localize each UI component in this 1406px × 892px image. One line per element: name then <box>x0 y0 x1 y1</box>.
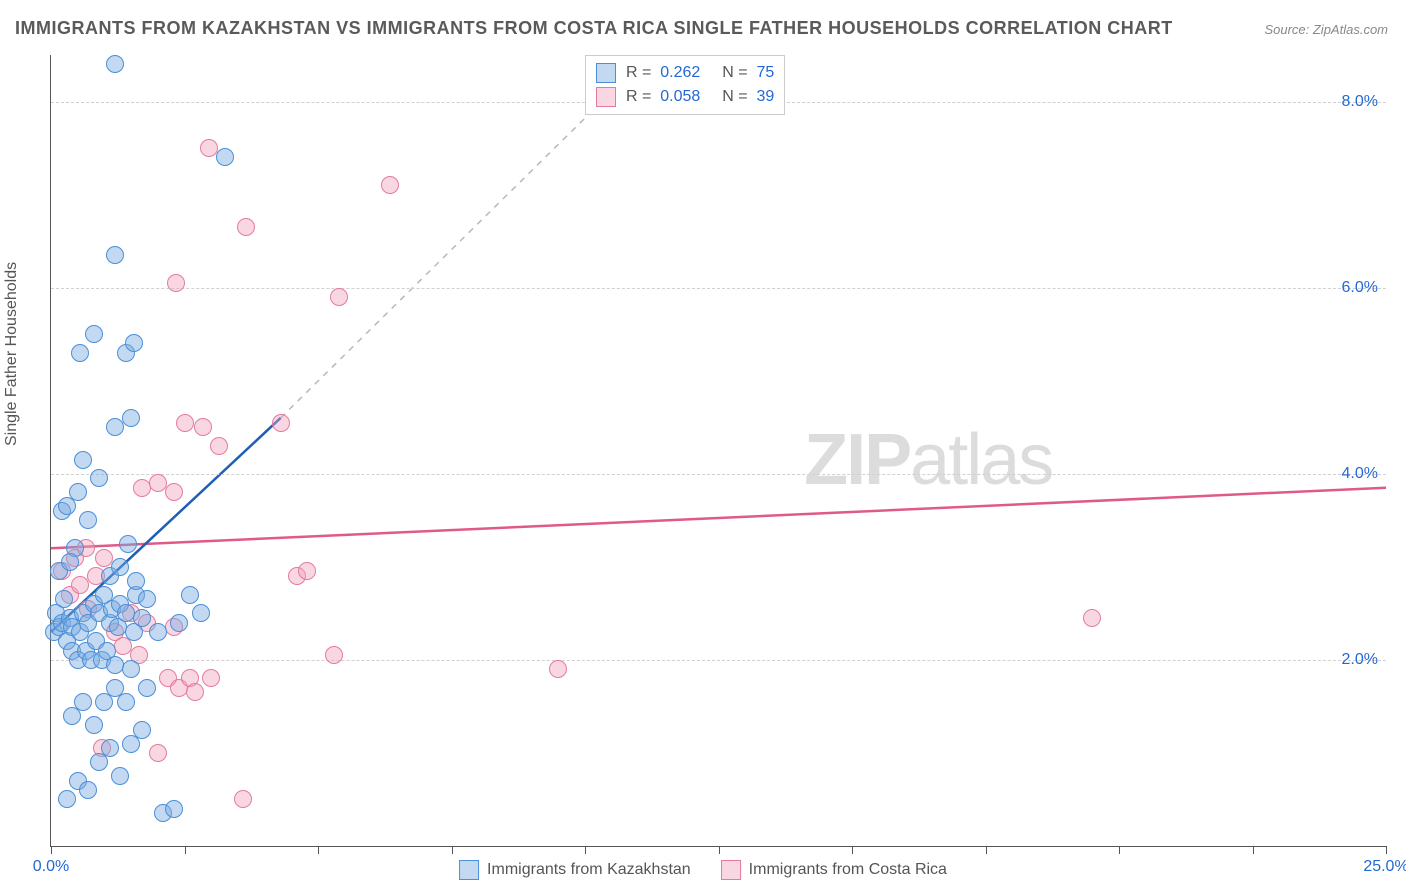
data-point-blue <box>127 572 145 590</box>
swatch-pink-icon <box>721 860 741 880</box>
data-point-blue <box>138 590 156 608</box>
source-attribution: Source: ZipAtlas.com <box>1264 22 1388 37</box>
data-point-blue <box>106 246 124 264</box>
data-point-blue <box>106 418 124 436</box>
x-tick <box>1253 846 1254 854</box>
x-tick <box>185 846 186 854</box>
data-point-blue <box>138 679 156 697</box>
legend-label-costa-rica: Immigrants from Costa Rica <box>749 861 947 879</box>
data-point-blue <box>106 55 124 73</box>
data-point-blue <box>74 693 92 711</box>
data-point-blue <box>111 558 129 576</box>
gridline-h <box>51 660 1386 661</box>
correlation-legend: R = 0.262 N = 75 R = 0.058 N = 39 <box>585 55 785 115</box>
legend-label-kazakhstan: Immigrants from Kazakhstan <box>487 861 691 879</box>
data-point-blue <box>74 451 92 469</box>
data-point-blue <box>90 469 108 487</box>
data-point-pink <box>325 646 343 664</box>
data-point-blue <box>133 721 151 739</box>
chart-title: IMMIGRANTS FROM KAZAKHSTAN VS IMMIGRANTS… <box>15 18 1173 39</box>
data-point-pink <box>186 683 204 701</box>
x-tick-label-left: 0.0% <box>33 858 69 876</box>
data-point-pink <box>1083 609 1101 627</box>
data-point-blue <box>55 590 73 608</box>
x-tick <box>318 846 319 854</box>
x-tick <box>719 846 720 854</box>
data-point-blue <box>61 553 79 571</box>
data-point-pink <box>71 576 89 594</box>
data-point-pink <box>330 288 348 306</box>
x-tick <box>51 846 52 854</box>
data-point-blue <box>85 325 103 343</box>
data-point-blue <box>170 614 188 632</box>
y-axis-label: Single Father Households <box>3 262 21 446</box>
data-point-blue <box>58 497 76 515</box>
x-tick <box>1119 846 1120 854</box>
gridline-h <box>51 288 1386 289</box>
r-label-blue: R = 0.262 <box>626 64 700 82</box>
data-point-blue <box>122 409 140 427</box>
r-label-pink: R = 0.058 <box>626 88 700 106</box>
x-tick <box>452 846 453 854</box>
plot-area: ZIPatlas R = 0.262 N = 75 R = 0.058 N = … <box>50 55 1386 847</box>
data-point-blue <box>111 767 129 785</box>
data-point-blue <box>101 739 119 757</box>
data-point-blue <box>79 781 97 799</box>
swatch-blue <box>596 63 616 83</box>
data-point-blue <box>181 586 199 604</box>
data-point-blue <box>117 693 135 711</box>
legend-item-kazakhstan: Immigrants from Kazakhstan <box>459 860 691 880</box>
data-point-blue <box>216 148 234 166</box>
data-point-pink <box>194 418 212 436</box>
trendlines-svg <box>51 55 1386 846</box>
data-point-pink <box>234 790 252 808</box>
swatch-blue-icon <box>459 860 479 880</box>
data-point-blue <box>165 800 183 818</box>
x-tick <box>585 846 586 854</box>
data-point-blue <box>79 511 97 529</box>
trendline <box>51 488 1386 548</box>
watermark-atlas: atlas <box>910 420 1052 500</box>
data-point-pink <box>176 414 194 432</box>
data-point-blue <box>149 623 167 641</box>
n-label-pink: N = 39 <box>722 88 774 106</box>
watermark: ZIPatlas <box>804 419 1052 501</box>
y-tick-label: 2.0% <box>1342 651 1378 669</box>
data-point-pink <box>149 744 167 762</box>
swatch-pink <box>596 87 616 107</box>
data-point-blue <box>85 716 103 734</box>
x-tick <box>986 846 987 854</box>
data-point-pink <box>210 437 228 455</box>
data-point-blue <box>58 790 76 808</box>
data-point-pink <box>549 660 567 678</box>
data-point-pink <box>381 176 399 194</box>
data-point-pink <box>237 218 255 236</box>
legend-row-pink: R = 0.058 N = 39 <box>596 85 774 109</box>
data-point-pink <box>167 274 185 292</box>
data-point-pink <box>165 483 183 501</box>
x-tick <box>1386 846 1387 854</box>
watermark-zip: ZIP <box>804 420 910 500</box>
x-tick <box>852 846 853 854</box>
legend-row-blue: R = 0.262 N = 75 <box>596 61 774 85</box>
data-point-pink <box>272 414 290 432</box>
data-point-blue <box>119 535 137 553</box>
data-point-pink <box>298 562 316 580</box>
y-tick-label: 8.0% <box>1342 93 1378 111</box>
data-point-blue <box>71 344 89 362</box>
x-tick-label-right: 25.0% <box>1363 858 1406 876</box>
y-tick-label: 4.0% <box>1342 465 1378 483</box>
series-legend: Immigrants from Kazakhstan Immigrants fr… <box>459 860 947 880</box>
data-point-blue <box>125 334 143 352</box>
data-point-blue <box>192 604 210 622</box>
data-point-blue <box>133 609 151 627</box>
data-point-blue <box>122 660 140 678</box>
data-point-pink <box>202 669 220 687</box>
n-label-blue: N = 75 <box>722 64 774 82</box>
legend-item-costa-rica: Immigrants from Costa Rica <box>721 860 947 880</box>
gridline-h <box>51 474 1386 475</box>
y-tick-label: 6.0% <box>1342 279 1378 297</box>
